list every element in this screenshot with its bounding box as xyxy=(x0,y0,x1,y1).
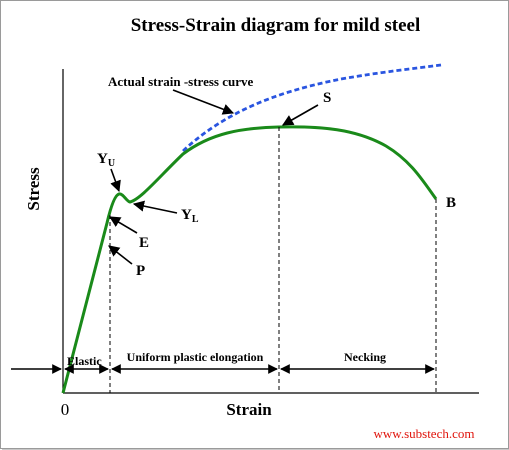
point-yu-pointer xyxy=(110,168,121,193)
point-yl-sub: L xyxy=(192,214,199,225)
xlabel-strain: Strain xyxy=(226,400,272,419)
point-yu-main: Y xyxy=(97,151,108,167)
engineering-curve xyxy=(61,125,438,394)
point-yl-label: YL xyxy=(181,207,199,225)
ylabel-stress: Stress xyxy=(24,167,43,211)
point-yu-label: YU xyxy=(97,151,115,169)
source-credit: www.substech.com xyxy=(374,426,475,441)
point-b-label: B xyxy=(446,195,456,211)
point-yu-sub: U xyxy=(108,158,115,169)
region-uniform-label: Uniform plastic elongation xyxy=(127,350,264,364)
actual-curve-label: Actual strain -stress curve xyxy=(108,74,253,89)
point-s-pointer xyxy=(282,104,319,126)
point-p-pointer xyxy=(108,245,133,265)
actual-curve-pointer xyxy=(172,89,235,115)
point-yl-pointer xyxy=(132,200,178,214)
region-necking-label: Necking xyxy=(344,350,386,364)
origin-label: 0 xyxy=(61,400,70,419)
region-elastic-label: Elastic xyxy=(67,354,102,368)
point-s-label: S xyxy=(323,90,331,106)
actual-curve xyxy=(182,63,442,153)
point-p-label: P xyxy=(136,263,145,279)
point-e-pointer xyxy=(109,216,138,234)
point-e-label: E xyxy=(139,235,149,251)
point-yl-main: Y xyxy=(181,207,192,223)
diagram-title: Stress-Strain diagram for mild steel xyxy=(130,15,421,36)
